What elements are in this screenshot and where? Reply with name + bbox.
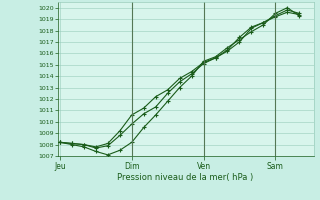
X-axis label: Pression niveau de la mer( hPa ): Pression niveau de la mer( hPa ) <box>117 173 254 182</box>
